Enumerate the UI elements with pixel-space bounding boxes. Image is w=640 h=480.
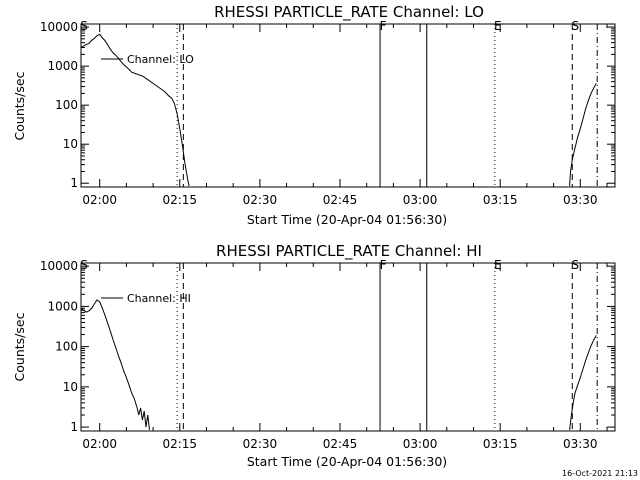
panel-hi-x-tick-label: 02:15 [162, 437, 197, 451]
panel-hi-y-tick-label: 10 [63, 380, 78, 394]
panel-hi-y-axis-label: Counts/sec [12, 312, 27, 381]
panel-hi-y-tick-label: 1000 [47, 299, 78, 313]
panel-hi-y-tick-label: 100 [55, 340, 78, 354]
panel-lo-x-tick-label: 03:00 [403, 193, 438, 207]
panel-lo-x-tick-label: 03:15 [483, 193, 518, 207]
panel-lo-marker-label-f: F [380, 19, 387, 33]
panel-hi-legend: Channel: HI [101, 292, 191, 305]
panel-lo-x-tick-label: 02:30 [243, 193, 278, 207]
panel-hi-x-axis-label: Start Time (20-Apr-04 01:56:30) [247, 454, 447, 469]
panel-hi-x-tick-label: 02:00 [82, 437, 117, 451]
panel-lo-marker-label-e: E [494, 19, 502, 33]
panel-hi-x-tick-label: 03:00 [403, 437, 438, 451]
panel-hi: RHESSI PARTICLE_RATE Channel: HI 1101001… [12, 242, 616, 469]
panel-lo-y-tick-label: 1 [70, 176, 78, 190]
panel-hi-y-tick-label: 1 [70, 420, 78, 434]
panel-hi-series-segment-2 [569, 335, 597, 430]
panel-lo-x-tick-label: 02:45 [323, 193, 358, 207]
panel-lo-x-tick-label: 02:00 [82, 193, 117, 207]
panel-lo-marker-label-s: S [80, 19, 88, 33]
panel-lo-legend: Channel: LO [101, 53, 194, 66]
panel-hi-y-tick-label: 10000 [40, 259, 78, 273]
panel-hi-x-tick-label: 02:45 [323, 437, 358, 451]
panel-lo: RHESSI PARTICLE_RATE Channel: LO 1101001… [12, 3, 616, 227]
panel-hi-series-segment-1 [80, 299, 150, 430]
panel-hi-x-tick-label: 03:30 [563, 437, 598, 451]
panel-hi-x-tick-label: 02:30 [243, 437, 278, 451]
panel-hi-data [80, 299, 597, 430]
panel-lo-legend-label: Channel: LO [127, 53, 194, 66]
panel-lo-series-segment-2 [569, 83, 597, 187]
panel-lo-x-tick-label: 02:15 [162, 193, 197, 207]
panel-hi-marker-label-f: F [380, 258, 387, 272]
generation-timestamp: 16-Oct-2021 21:13 [562, 469, 638, 478]
panel-lo-y-tick-label: 10 [63, 137, 78, 151]
panel-lo-ticks: 1 10 100 1000 10000 02:00 02:15 02:30 02:45 03:00… [40, 20, 615, 207]
panel-hi-title: RHESSI PARTICLE_RATE Channel: HI [216, 242, 482, 261]
panel-lo-x-axis-label: Start Time (20-Apr-04 01:56:30) [247, 212, 447, 227]
panel-hi-marker-label-s: S [80, 258, 88, 272]
panel-lo-data [80, 33, 597, 187]
panel-hi-legend-label: Channel: HI [127, 292, 191, 305]
panel-lo-y-axis-label: Counts/sec [12, 71, 27, 140]
panel-lo-y-tick-label: 10000 [40, 20, 78, 34]
panel-hi-ticks: 1 10 100 1000 10000 02:00 02:15 02:30 02:45 03:00… [40, 259, 615, 451]
panel-lo-marker-label-s: S [571, 19, 579, 33]
panel-lo-x-tick-label: 03:30 [563, 193, 598, 207]
panel-lo-y-tick-label: 1000 [47, 59, 78, 73]
panel-hi-marker-label-e: E [494, 258, 502, 272]
panel-hi-marker-label-s: S [571, 258, 579, 272]
panel-hi-x-tick-label: 03:15 [483, 437, 518, 451]
panel-lo-title: RHESSI PARTICLE_RATE Channel: LO [214, 3, 484, 22]
panel-lo-y-tick-label: 100 [55, 98, 78, 112]
panel-lo-series-segment-1 [80, 33, 190, 187]
